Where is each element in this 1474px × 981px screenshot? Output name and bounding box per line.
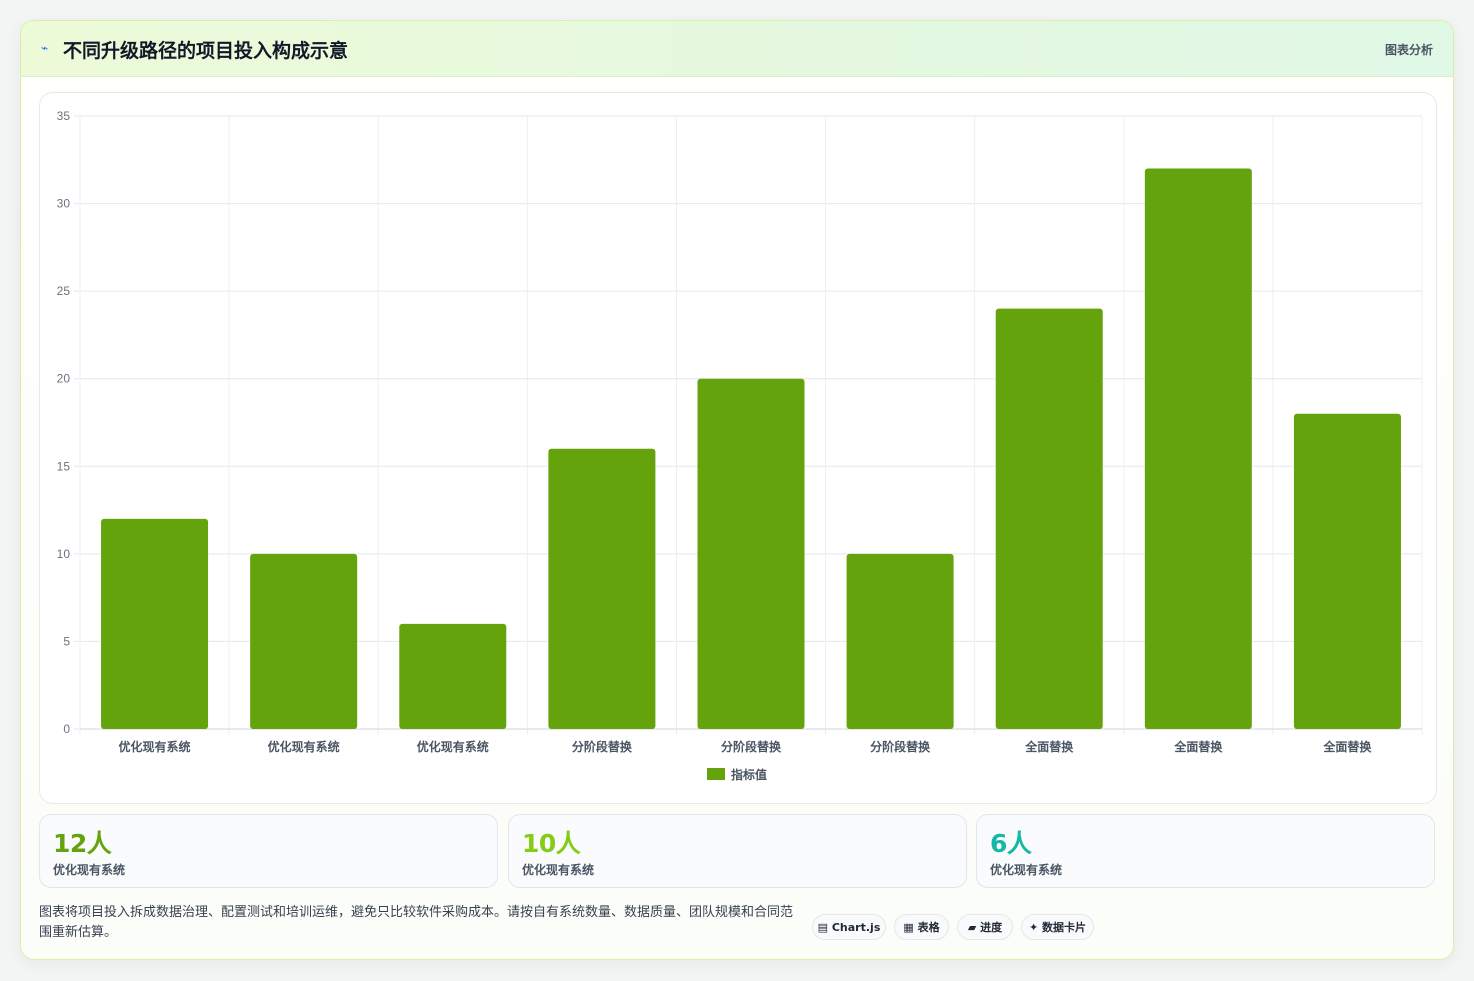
stat-card-3: 6人 优化现有系统 (976, 814, 1435, 888)
stat-label: 优化现有系统 (990, 863, 1063, 877)
card-header: ⌁ 不同升级路径的项目投入构成示意 图表分析 (21, 21, 1453, 77)
pill-label: 表格 (917, 921, 940, 934)
bar-chart: 0 5 10 15 20 25 30 35 优化现有系统 优化现有系统 优化现有系统 分阶段替换 分阶段… (57, 109, 1423, 782)
bar (846, 553, 954, 729)
legend-swatch (707, 768, 725, 780)
bar (250, 553, 358, 729)
x-tick-label: 全面替换 (1173, 739, 1223, 754)
chart-card: ⌁ 不同升级路径的项目投入构成示意 图表分析 0 5 10 15 20 25 30 35 优化现… (20, 20, 1454, 960)
sparkle-icon: ⌁ (41, 41, 49, 55)
x-tick-label: 优化现有系统 (119, 739, 191, 754)
progress-pill[interactable]: ▰ 进度 (957, 914, 1013, 940)
stat-label: 优化现有系统 (522, 863, 595, 877)
data-card-pill[interactable]: ✦ 数据卡片 (1021, 914, 1094, 940)
y-tick-label: 35 (57, 109, 71, 123)
x-tick-label: 分阶段替换 (572, 739, 633, 754)
page-title: 不同升级路径的项目投入构成示意 (63, 40, 349, 62)
bar (1144, 168, 1252, 729)
x-tick-label: 分阶段替换 (721, 739, 782, 754)
stat-value: 12人 (53, 829, 112, 858)
pill-label: Chart.js (831, 921, 881, 934)
sparkle-icon: ✦ (1028, 921, 1039, 934)
x-tick-label: 全面替换 (1322, 739, 1372, 754)
stat-label: 优化现有系统 (53, 863, 126, 877)
bar (548, 448, 656, 729)
y-tick-label: 25 (57, 284, 71, 298)
bar (995, 308, 1103, 729)
x-tick-label: 全面替换 (1024, 739, 1074, 754)
stat-card-1: 12人 优化现有系统 (39, 814, 498, 888)
y-tick-label: 10 (57, 547, 71, 561)
y-tick-label: 0 (63, 722, 70, 736)
chart-panel: 0 5 10 15 20 25 30 35 优化现有系统 优化现有系统 优化现有系统 分阶段替换 分阶段… (39, 92, 1437, 804)
stat-value: 10人 (522, 829, 581, 858)
y-tick-label: 15 (57, 459, 71, 473)
table-icon: ▦ (903, 921, 914, 934)
bar (399, 623, 507, 729)
chart-icon: ▤ (817, 921, 829, 934)
bar (101, 518, 209, 729)
progress-icon: ▰ (967, 921, 977, 934)
chart-note: 图表将项目投入拆成数据治理、配置测试和培训运维，避免只比较软件采购成本。请按自有… (39, 905, 794, 940)
stat-value: 6人 (990, 829, 1032, 858)
stat-card-2: 10人 优化现有系统 (508, 814, 967, 888)
x-tick-label: 优化现有系统 (268, 739, 340, 754)
chart-analysis-link[interactable]: 图表分析 (1384, 43, 1433, 57)
y-tick-label: 20 (57, 372, 71, 386)
bar (697, 378, 805, 729)
pill-label: 进度 (980, 921, 1003, 934)
y-tick-label: 30 (57, 197, 71, 211)
table-pill[interactable]: ▦ 表格 (894, 914, 949, 940)
chartjs-pill[interactable]: ▤ Chart.js (812, 914, 886, 940)
pill-label: 数据卡片 (1042, 921, 1087, 934)
x-tick-label: 优化现有系统 (417, 739, 489, 754)
x-tick-label: 分阶段替换 (870, 739, 931, 754)
bar (1293, 413, 1401, 729)
y-tick-label: 5 (63, 634, 70, 648)
legend-label: 指标值 (731, 767, 767, 782)
